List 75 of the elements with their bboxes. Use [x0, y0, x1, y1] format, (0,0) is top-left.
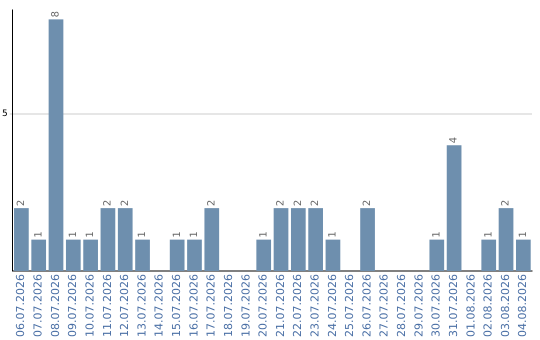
data-label: 1 [172, 231, 183, 238]
data-label: 2 [102, 200, 114, 206]
bar [66, 240, 81, 272]
bar [446, 145, 462, 272]
data-label: 1 [483, 231, 494, 238]
x-tick-label: 28.07.2026 [395, 274, 408, 338]
bar [48, 19, 64, 272]
data-label: 1 [328, 231, 339, 238]
bar [100, 208, 116, 272]
bar [498, 208, 514, 272]
x-tick-label: 30.07.2026 [430, 274, 443, 338]
data-label: 1 [258, 231, 270, 238]
x-tick-label: 15.07.2026 [170, 274, 184, 338]
x-tick-label: 24.07.2026 [326, 274, 339, 338]
bar [274, 208, 288, 272]
data-label: 2 [310, 200, 322, 206]
bar [83, 240, 98, 272]
data-label: 2 [16, 200, 27, 206]
bar [135, 240, 150, 272]
x-tick-label: 11.07.2026 [100, 274, 114, 338]
data-label: 2 [120, 200, 131, 206]
bar [481, 240, 496, 272]
data-label: 1 [518, 231, 529, 238]
x-tick-label: 04.08.2026 [516, 274, 530, 338]
bar [326, 240, 340, 272]
x-tick-label: 20.07.2026 [256, 274, 270, 338]
bar [360, 208, 375, 272]
x-tick-label: 14.07.2026 [152, 274, 166, 338]
bar [290, 208, 306, 272]
bar [14, 208, 29, 272]
x-tick-label: 21.07.2026 [274, 274, 287, 338]
x-tick-label: 19.07.2026 [239, 274, 252, 338]
data-label: 1 [431, 231, 442, 238]
x-tick-label: 22.07.2026 [291, 274, 304, 338]
x-tick-label: 13.07.2026 [135, 274, 148, 338]
x-tick-label: 01.08.2026 [464, 274, 478, 338]
bar [187, 240, 202, 272]
x-tick-label: 23.07.2026 [308, 274, 322, 338]
data-label: 2 [362, 200, 374, 206]
x-tick-label: 29.07.2026 [412, 274, 426, 338]
y-tick-label: 5 [2, 109, 8, 120]
data-label: 1 [68, 231, 79, 238]
data-label: 1 [33, 231, 44, 238]
bar [256, 240, 272, 272]
data-label: 1 [189, 231, 200, 238]
bar [170, 240, 185, 272]
x-tick-label: 26.07.2026 [360, 274, 374, 338]
x-tick-label: 03.08.2026 [498, 274, 512, 338]
data-label: 1 [85, 231, 96, 238]
x-tick-label: 02.08.2026 [482, 274, 495, 338]
x-tick-label: 08.07.2026 [48, 274, 62, 338]
bar [31, 240, 46, 272]
data-label: 1 [137, 231, 148, 238]
x-tick-label: 31.07.2026 [446, 274, 460, 338]
x-tick-label: 16.07.2026 [187, 274, 200, 338]
x-tick-label: 06.07.2026 [14, 274, 28, 338]
data-label: 8 [50, 11, 62, 18]
x-tick-label: 25.07.2026 [343, 274, 356, 338]
data-label: 2 [206, 200, 218, 206]
bar [308, 208, 323, 272]
data-label: 2 [292, 200, 304, 206]
data-label: 2 [276, 200, 287, 206]
x-tick-label: 07.07.2026 [32, 274, 45, 338]
x-tick-label: 12.07.2026 [118, 274, 132, 338]
x-tick-label: 10.07.2026 [83, 274, 96, 338]
bar [429, 240, 444, 272]
x-tick-label: 17.07.2026 [204, 274, 218, 338]
bar [118, 208, 133, 272]
bar [204, 208, 220, 272]
x-tick-label: 18.07.2026 [222, 274, 235, 338]
data-label: 4 [448, 136, 460, 144]
data-label: 2 [500, 200, 512, 206]
x-tick-label: 09.07.2026 [66, 274, 80, 338]
bar [516, 240, 531, 272]
x-tick-label: 27.07.2026 [378, 274, 391, 338]
